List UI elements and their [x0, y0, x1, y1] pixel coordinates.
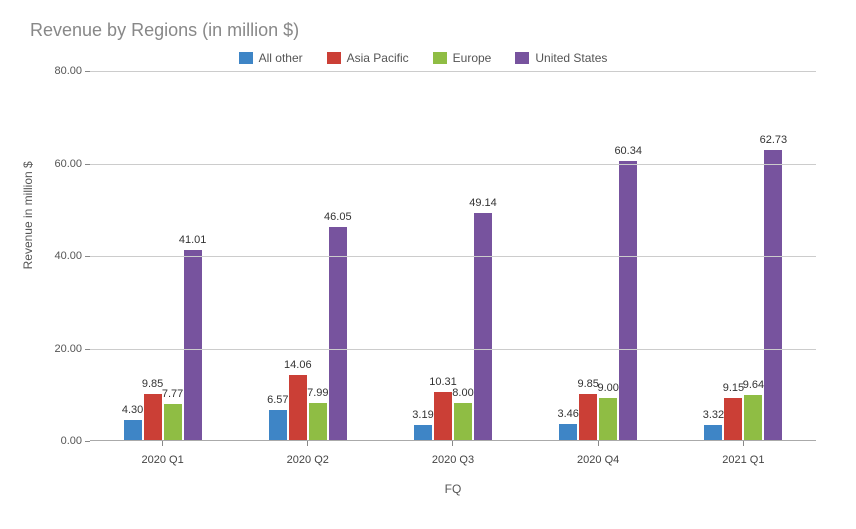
x-tick-mark — [452, 441, 453, 446]
bar-value-label: 9.64 — [743, 379, 764, 391]
bar: 3.32 — [704, 425, 722, 440]
bar: 49.14 — [474, 213, 492, 440]
bar: 9.85 — [579, 394, 597, 440]
bar: 62.73 — [764, 150, 782, 440]
y-tick-mark — [85, 164, 90, 165]
bar: 3.46 — [559, 424, 577, 440]
bar-value-label: 41.01 — [179, 234, 207, 246]
x-tick-label: 2020 Q4 — [577, 454, 619, 466]
legend-item: Asia Pacific — [327, 51, 409, 65]
legend-swatch — [327, 52, 341, 64]
bar-value-label: 3.19 — [412, 409, 433, 421]
legend-item: Europe — [433, 51, 492, 65]
legend-label: Asia Pacific — [347, 51, 409, 65]
bar-value-label: 8.00 — [452, 387, 473, 399]
bar-value-label: 7.99 — [307, 387, 328, 399]
bar-value-label: 46.05 — [324, 211, 352, 223]
y-axis-title: Revenue in million $ — [21, 161, 35, 269]
bar: 6.57 — [269, 410, 287, 440]
legend-label: All other — [259, 51, 303, 65]
x-tick-marks — [90, 441, 816, 446]
chart-container: Revenue by Regions (in million $) All ot… — [0, 0, 856, 529]
bar: 41.01 — [184, 250, 202, 440]
bar: 10.31 — [434, 392, 452, 440]
x-axis-labels: 2020 Q1 2020 Q2 2020 Q3 2020 Q4 2021 Q1 — [90, 454, 816, 466]
bar-value-label: 9.85 — [142, 378, 163, 390]
bar-value-label: 60.34 — [614, 145, 642, 157]
bar-value-label: 6.57 — [267, 394, 288, 406]
grid-line — [90, 164, 816, 165]
x-tick-mark — [598, 441, 599, 446]
bar: 9.15 — [724, 398, 742, 440]
x-tick-label: 2020 Q1 — [141, 454, 183, 466]
y-tick-mark — [85, 71, 90, 72]
bar-value-label: 9.00 — [597, 382, 618, 394]
x-axis-title: FQ — [90, 482, 816, 496]
bar-value-label: 3.32 — [703, 409, 724, 421]
grid-line — [90, 256, 816, 257]
bar: 60.34 — [619, 161, 637, 440]
bar-value-label: 49.14 — [469, 197, 497, 209]
x-tick-mark — [307, 441, 308, 446]
x-tick-label: 2021 Q1 — [722, 454, 764, 466]
y-tick-mark — [85, 349, 90, 350]
bar: 3.19 — [414, 425, 432, 440]
y-tick-label: 40.00 — [42, 250, 82, 262]
bar: 7.77 — [164, 404, 182, 440]
bar: 8.00 — [454, 403, 472, 440]
bar-value-label: 4.30 — [122, 404, 143, 416]
grid-line — [90, 71, 816, 72]
x-tick-mark — [162, 441, 163, 446]
bar: 9.85 — [144, 394, 162, 440]
plot-area: 4.309.857.7741.016.5714.067.9946.053.191… — [90, 71, 816, 441]
bar-value-label: 9.85 — [577, 378, 598, 390]
y-tick-label: 20.00 — [42, 343, 82, 355]
bar-value-label: 9.15 — [723, 382, 744, 394]
legend-swatch — [239, 52, 253, 64]
legend-swatch — [515, 52, 529, 64]
bar: 46.05 — [329, 227, 347, 440]
bar: 9.64 — [744, 395, 762, 440]
x-tick-mark — [743, 441, 744, 446]
bar-value-label: 3.46 — [557, 408, 578, 420]
chart-legend: All other Asia Pacific Europe United States — [20, 51, 826, 65]
bar: 7.99 — [309, 403, 327, 440]
grid-line — [90, 349, 816, 350]
bar-value-label: 7.77 — [162, 388, 183, 400]
y-tick-mark — [85, 256, 90, 257]
legend-item: United States — [515, 51, 607, 65]
bar: 14.06 — [289, 375, 307, 440]
legend-swatch — [433, 52, 447, 64]
bar-value-label: 62.73 — [760, 134, 788, 146]
bar: 4.30 — [124, 420, 142, 440]
bar-value-label: 14.06 — [284, 359, 312, 371]
y-tick-label: 0.00 — [42, 435, 82, 447]
x-tick-label: 2020 Q2 — [287, 454, 329, 466]
bar: 9.00 — [599, 398, 617, 440]
y-tick-label: 80.00 — [42, 65, 82, 77]
legend-label: United States — [535, 51, 607, 65]
legend-label: Europe — [453, 51, 492, 65]
chart-title: Revenue by Regions (in million $) — [30, 20, 826, 41]
y-tick-label: 60.00 — [42, 158, 82, 170]
legend-item: All other — [239, 51, 303, 65]
x-tick-label: 2020 Q3 — [432, 454, 474, 466]
